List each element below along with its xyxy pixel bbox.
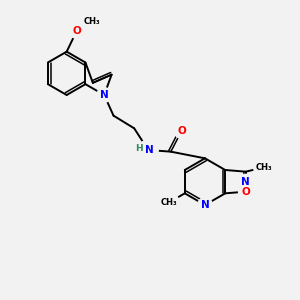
Circle shape — [198, 198, 212, 212]
Circle shape — [138, 140, 158, 160]
Text: CH₃: CH₃ — [255, 163, 272, 172]
Circle shape — [238, 174, 253, 189]
Text: N: N — [100, 90, 109, 100]
Circle shape — [81, 11, 102, 32]
Text: N: N — [242, 177, 250, 187]
Circle shape — [254, 157, 274, 177]
Circle shape — [159, 193, 179, 212]
Circle shape — [238, 184, 253, 199]
Text: O: O — [72, 26, 81, 36]
Text: N: N — [201, 200, 209, 210]
Text: O: O — [242, 187, 250, 197]
Text: H: H — [135, 144, 143, 153]
Text: O: O — [177, 126, 186, 136]
Text: N: N — [146, 145, 154, 155]
Circle shape — [69, 24, 84, 38]
Circle shape — [97, 88, 112, 102]
Circle shape — [174, 124, 189, 138]
Text: CH₃: CH₃ — [83, 17, 100, 26]
Text: CH₃: CH₃ — [160, 198, 177, 207]
